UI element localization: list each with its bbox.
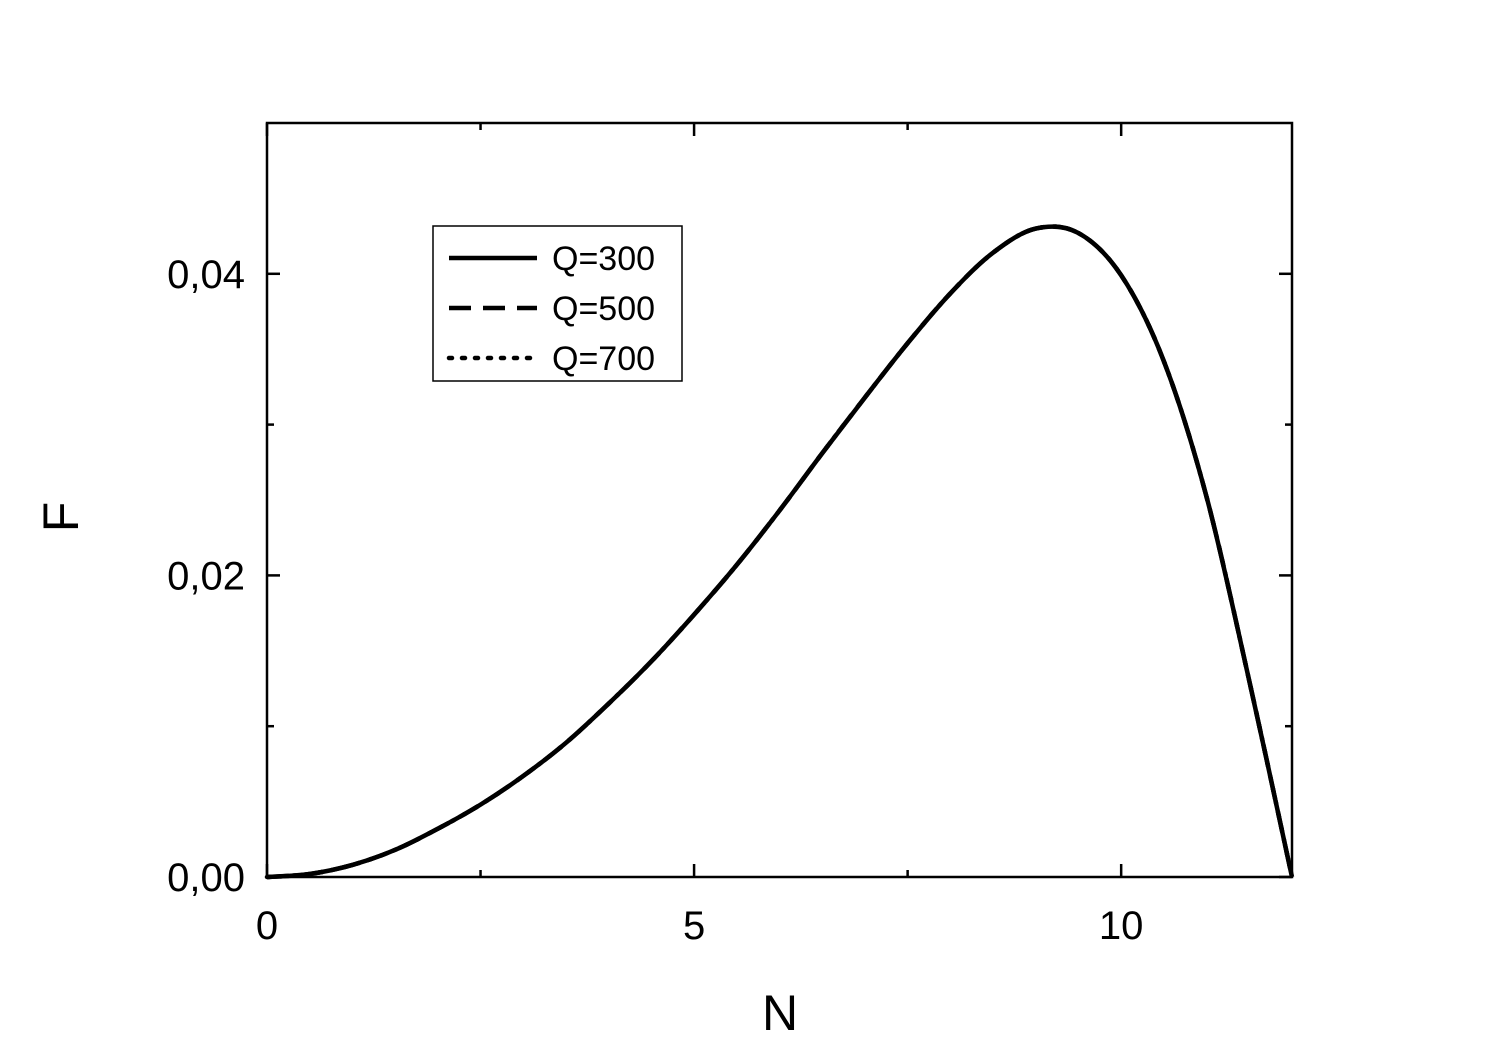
x-axis-title: N bbox=[762, 985, 798, 1041]
series-line-q-700 bbox=[264, 224, 1295, 880]
y-tick-label: 0,04 bbox=[167, 253, 245, 297]
legend-box bbox=[432, 225, 683, 382]
ticks-layer bbox=[265, 123, 1292, 879]
series-line-q-500 bbox=[266, 224, 1295, 880]
legend-label: Q=300 bbox=[552, 240, 655, 278]
legend: Q=300 Q=500 Q=700 bbox=[432, 225, 683, 382]
x-tick-label: 5 bbox=[683, 904, 705, 948]
legend-label: Q=500 bbox=[552, 290, 655, 328]
tick-labels-layer: 0 5 10 0,00 0,02 0,04 bbox=[167, 253, 1143, 948]
series-line-q-300 bbox=[266, 224, 1295, 880]
series-layer bbox=[264, 224, 1295, 880]
legend-label: Q=700 bbox=[552, 340, 655, 378]
x-tick-label: 0 bbox=[256, 904, 278, 948]
legend-items: Q=300 Q=500 Q=700 bbox=[446, 240, 655, 378]
y-tick-label: 0,02 bbox=[167, 554, 245, 598]
x-tick-label: 10 bbox=[1099, 904, 1144, 948]
plot-frame bbox=[265, 121, 1294, 879]
y-axis-title: F bbox=[33, 502, 89, 533]
y-tick-label: 0,00 bbox=[167, 856, 245, 900]
